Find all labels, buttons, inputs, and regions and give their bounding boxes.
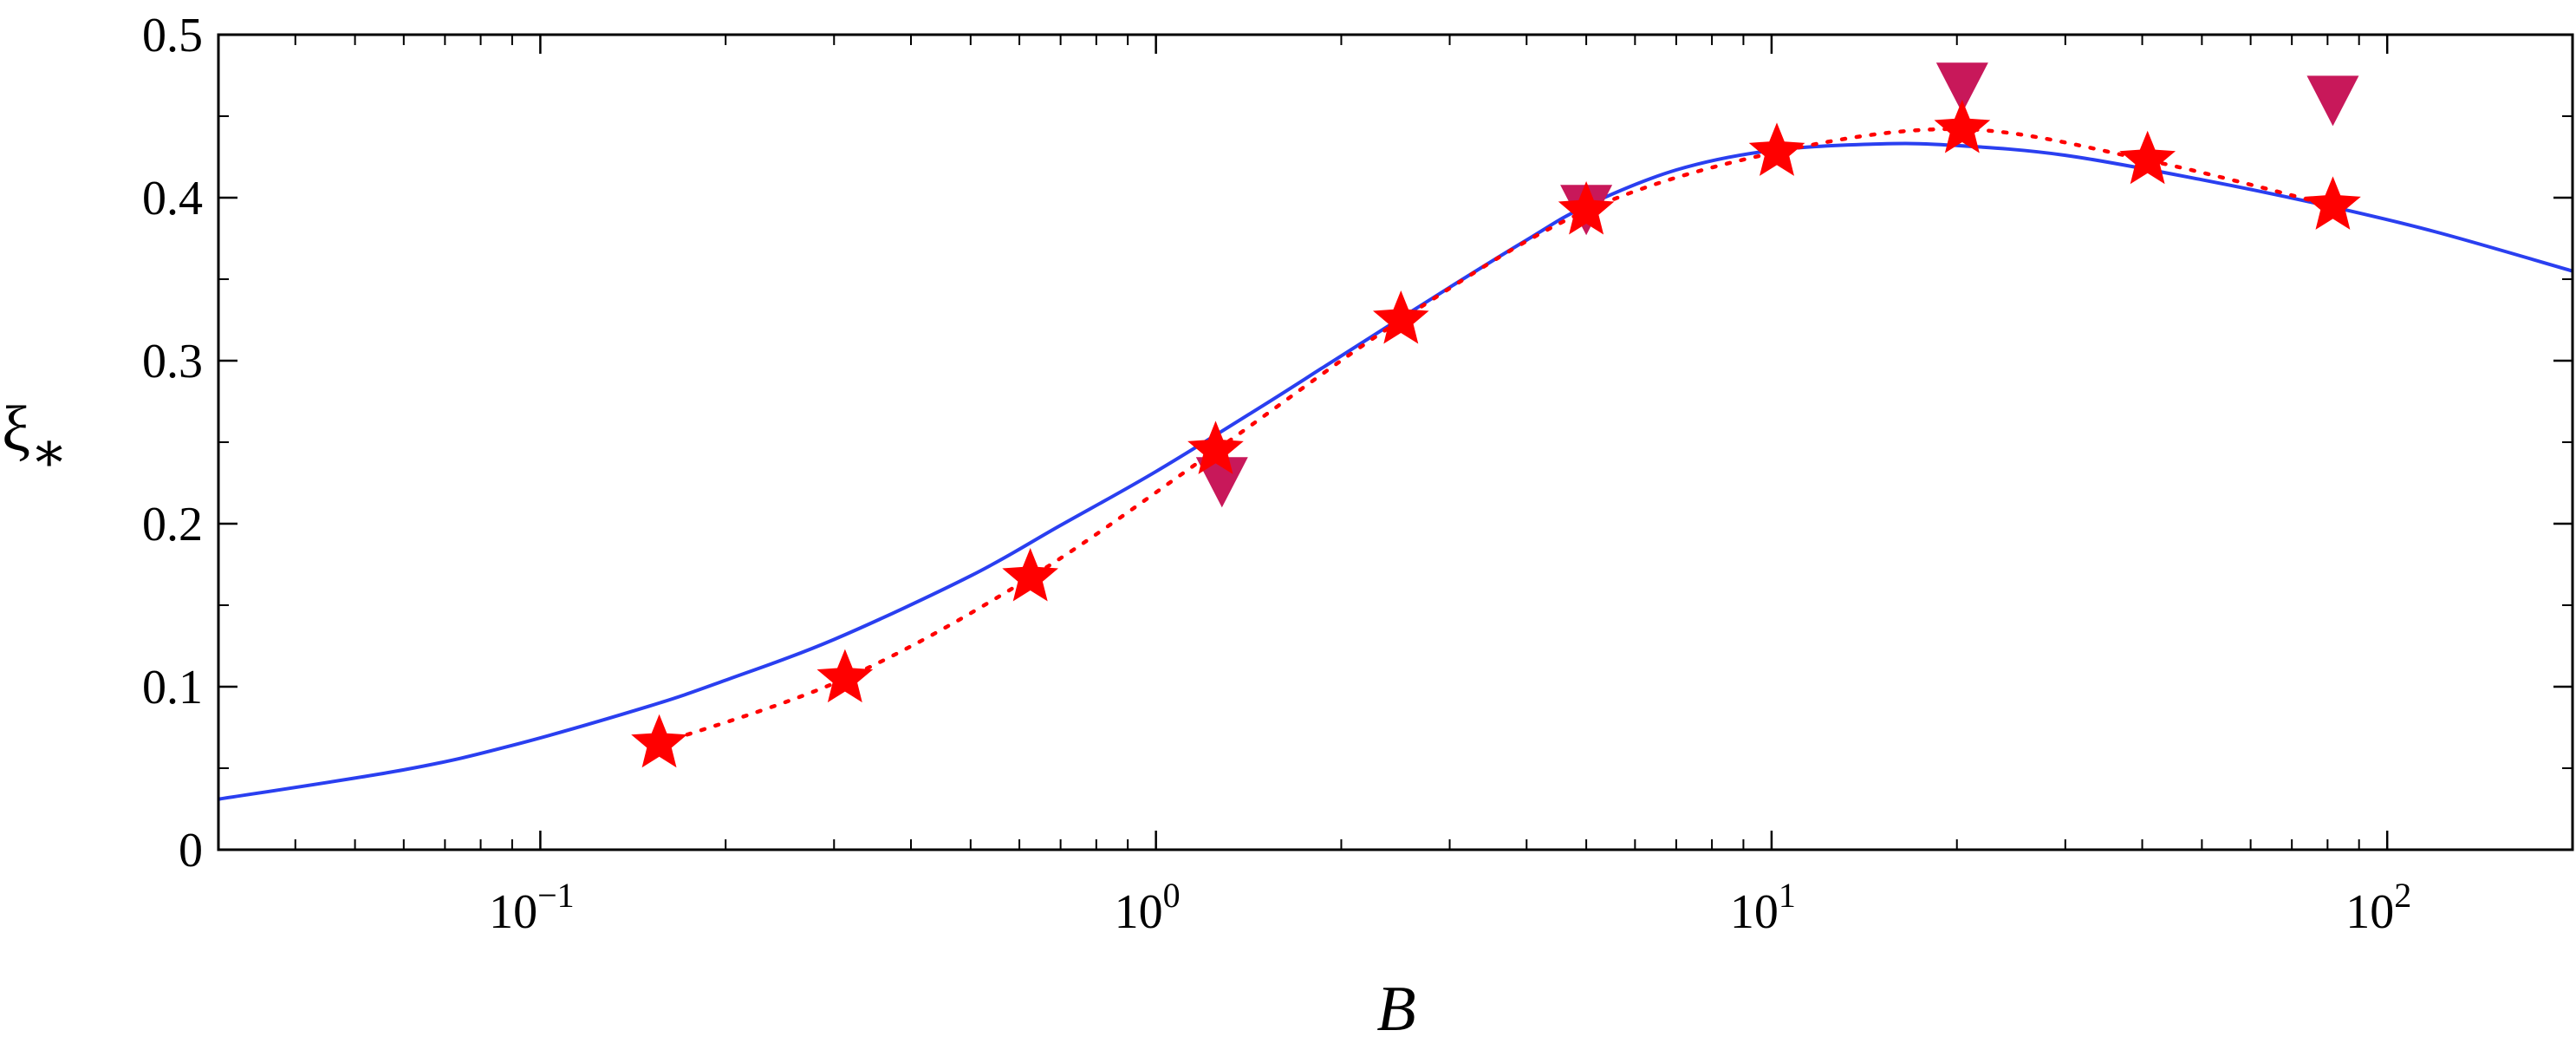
x-tick-label-exponent: −1 bbox=[537, 876, 575, 915]
star-marker bbox=[2119, 130, 2176, 185]
star-marker bbox=[1002, 548, 1058, 602]
x-axis-title: B bbox=[1376, 974, 1415, 1045]
x-tick-label-exponent: 2 bbox=[2394, 876, 2411, 915]
x-tick-label-base: 10 bbox=[1115, 885, 1163, 939]
y-axis-title-main: ξ bbox=[2, 394, 30, 465]
plot-frame bbox=[217, 33, 2574, 851]
y-tick-label: 0.4 bbox=[142, 172, 203, 225]
star-marker bbox=[1934, 100, 1991, 153]
x-tick-label: 10−1 bbox=[489, 876, 575, 939]
star-marker bbox=[2305, 176, 2361, 230]
solid-curve-layer bbox=[218, 141, 2573, 801]
y-tick-label: 0 bbox=[179, 824, 203, 877]
x-tick-label-base: 10 bbox=[489, 885, 537, 939]
x-tick-label-exponent: 1 bbox=[1779, 876, 1796, 915]
y-tick-label: 0.2 bbox=[142, 498, 203, 551]
x-tick-label: 100 bbox=[1115, 876, 1181, 939]
star-marker bbox=[1373, 290, 1429, 344]
y-axis-title-subscript: ∗ bbox=[30, 421, 68, 483]
star-markers-layer bbox=[631, 100, 2361, 768]
dotted-curve bbox=[657, 127, 2335, 747]
star-marker bbox=[1748, 122, 1805, 176]
dotted-curve-layer bbox=[657, 127, 2335, 747]
triangle-marker bbox=[2306, 75, 2359, 127]
star-marker bbox=[1558, 181, 1615, 235]
star-marker bbox=[1187, 421, 1244, 474]
star-marker bbox=[631, 714, 687, 768]
star-marker bbox=[816, 649, 874, 703]
y-tick-label: 0.3 bbox=[142, 335, 203, 388]
y-tick-label: 0.5 bbox=[142, 9, 203, 62]
x-tick-label-base: 10 bbox=[1730, 885, 1779, 939]
x-tick-label: 101 bbox=[1730, 876, 1796, 939]
x-tick-label: 102 bbox=[2345, 876, 2411, 939]
x-tick-label-exponent: 0 bbox=[1163, 876, 1181, 915]
y-tick-label: 0.1 bbox=[142, 661, 203, 714]
labels-layer: B ξ∗ 00.10.20.30.40.510−1 100 101 102 bbox=[2, 9, 2411, 1045]
triangle-marker bbox=[1935, 62, 1988, 114]
x-tick-label-base: 10 bbox=[2345, 885, 2394, 939]
y-axis-title: ξ∗ bbox=[2, 394, 68, 483]
triangle-marker bbox=[1195, 457, 1248, 508]
solid-curve bbox=[218, 141, 2573, 801]
